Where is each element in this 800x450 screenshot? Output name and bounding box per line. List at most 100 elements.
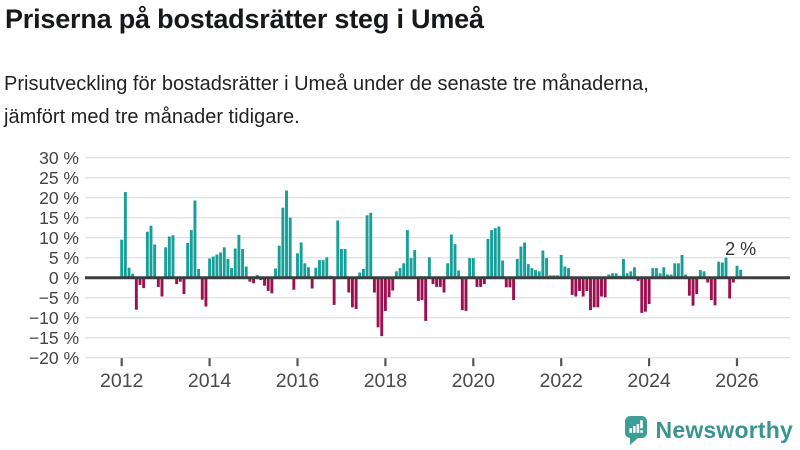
- bar: [493, 228, 497, 278]
- bar: [497, 226, 501, 278]
- bar: [673, 263, 677, 278]
- y-axis-label: 30 %: [39, 148, 79, 168]
- bar: [435, 277, 439, 287]
- bar: [358, 272, 362, 278]
- y-axis-label: 20 %: [39, 188, 79, 208]
- bar: [625, 273, 629, 278]
- bar: [438, 277, 442, 287]
- bar: [361, 268, 365, 278]
- bar: [574, 277, 578, 297]
- bar: [643, 277, 647, 312]
- x-axis-label: 2026: [715, 370, 758, 392]
- bar: [724, 257, 728, 278]
- bar: [387, 277, 391, 298]
- bar: [420, 277, 424, 301]
- bar: [145, 231, 149, 278]
- bar: [189, 230, 193, 278]
- bar: [581, 277, 585, 297]
- bar: [336, 220, 340, 278]
- bar: [211, 256, 215, 278]
- bar: [142, 277, 146, 289]
- bar: [186, 242, 190, 278]
- bar: [299, 242, 303, 278]
- bar: [134, 277, 138, 310]
- bar: [567, 268, 570, 278]
- bar: [160, 277, 164, 297]
- bar: [442, 277, 446, 293]
- y-axis-label: −20 %: [29, 348, 79, 368]
- bar: [614, 273, 618, 278]
- bar: [471, 258, 475, 278]
- y-axis-label: 10 %: [39, 228, 79, 248]
- bar: [123, 192, 127, 278]
- bar: [482, 277, 486, 285]
- bar: [680, 254, 684, 278]
- bar: [669, 274, 673, 278]
- bar: [288, 217, 292, 278]
- bar: [325, 257, 329, 278]
- bar: [296, 253, 299, 278]
- bar: [479, 277, 483, 287]
- bar: [149, 225, 153, 278]
- bar: [372, 277, 376, 293]
- bar: [695, 277, 699, 295]
- bar: [658, 273, 662, 278]
- y-axis-label: 15 %: [39, 208, 79, 228]
- bar: [277, 245, 281, 278]
- bar: [204, 277, 208, 307]
- bar: [365, 215, 369, 278]
- bar: [405, 230, 409, 278]
- bar: [292, 277, 296, 290]
- y-axis-label: 25 %: [39, 168, 79, 188]
- bar: [200, 277, 204, 300]
- y-axis-label: 5 %: [49, 248, 79, 268]
- bar: [563, 266, 567, 278]
- bar: [596, 277, 600, 308]
- bar: [376, 277, 380, 328]
- bar: [266, 277, 270, 291]
- bar: [270, 277, 274, 294]
- bar: [702, 271, 706, 278]
- bar: [622, 258, 625, 278]
- bar: [394, 271, 398, 278]
- bar: [248, 277, 252, 282]
- bar: [285, 190, 288, 278]
- bar: [354, 277, 358, 309]
- bar: [197, 268, 201, 278]
- bar: [208, 258, 212, 278]
- bar: [427, 257, 431, 278]
- bar: [684, 274, 688, 278]
- x-axis-label: 2018: [364, 370, 407, 392]
- bar: [222, 247, 226, 278]
- bar: [343, 248, 347, 278]
- bar: [640, 277, 644, 313]
- bar: [636, 277, 640, 281]
- bar: [127, 267, 131, 278]
- bar: [534, 270, 538, 278]
- bar: [219, 252, 223, 278]
- bar: [321, 260, 325, 278]
- bar: [230, 268, 234, 278]
- page-title: Priserna på bostadsrätter steg i Umeå: [5, 4, 484, 34]
- x-axis-label: 2024: [627, 370, 671, 392]
- y-axis-label: −5 %: [39, 288, 79, 308]
- bar: [731, 277, 735, 283]
- bar: [237, 234, 241, 278]
- bar: [398, 268, 402, 278]
- bar: [244, 266, 248, 278]
- bar: [501, 260, 505, 278]
- chart-subtitle: Prisutveckling för bostadsrätter i Umeå …: [4, 68, 794, 134]
- x-axis-label: 2014: [188, 370, 232, 392]
- bar: [717, 261, 721, 278]
- bar: [156, 277, 160, 287]
- brand-wordmark: Newsworthy: [655, 416, 793, 443]
- bar: [409, 258, 413, 278]
- bar: [504, 277, 508, 288]
- bar: [691, 277, 695, 306]
- bar: [416, 277, 420, 301]
- bar: [131, 273, 135, 278]
- bar: [629, 271, 633, 278]
- subtitle-line-2: jämfört med tre månader tidigare.: [4, 106, 300, 128]
- bar: [402, 263, 406, 278]
